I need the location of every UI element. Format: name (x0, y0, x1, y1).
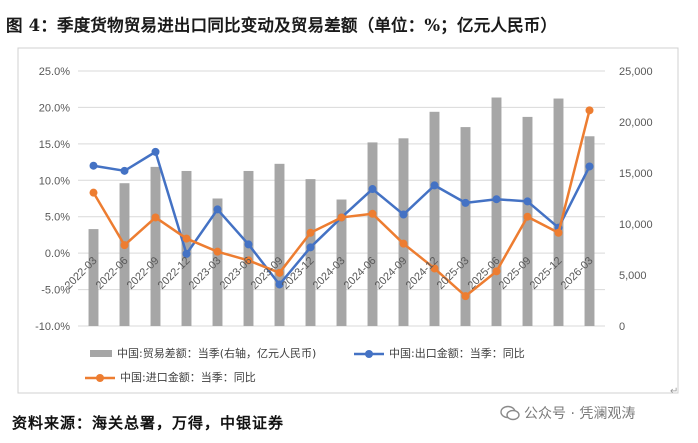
import-yoy-point (89, 188, 98, 197)
y-left-tick-label: 15.0% (39, 139, 70, 151)
bar-trade-balance (212, 198, 223, 326)
bar-trade-balance (150, 166, 161, 326)
y-left-tick-label: 20.0% (39, 102, 70, 114)
legend-marker-export (365, 350, 373, 358)
bar-trade-balance (181, 170, 192, 326)
bar-trade-balance (274, 163, 285, 326)
import-yoy-point (368, 209, 377, 218)
import-yoy-point (523, 212, 532, 221)
bar-trade-balance (336, 199, 347, 326)
export-yoy-point (523, 197, 532, 206)
bar-trade-balance (584, 136, 595, 326)
import-yoy-point (399, 239, 408, 248)
import-yoy-point (430, 264, 439, 273)
y-right-tick-label: 15,000 (619, 168, 653, 180)
bar-trade-balance (305, 179, 316, 326)
export-yoy-point (430, 181, 439, 190)
bar-trade-balance (398, 138, 409, 326)
import-yoy-point (151, 213, 160, 222)
bar-trade-balance (88, 229, 99, 326)
paragraph-mark-icon: ↵ (670, 386, 679, 397)
y-right-tick-label: 5,000 (619, 270, 647, 282)
import-yoy-point (275, 268, 284, 277)
source-note: 资料来源：海关总署，万得，中银证券 (12, 414, 285, 432)
import-yoy-point (120, 241, 129, 250)
import-yoy-point (492, 267, 501, 276)
y-right-tick-label: 0 (619, 321, 625, 333)
bar-trade-balance (429, 111, 440, 326)
import-yoy-point (182, 234, 191, 243)
y-left-tick-label: 25.0% (39, 66, 70, 78)
export-yoy-point (368, 185, 377, 194)
bar-trade-balance (522, 116, 533, 327)
import-yoy-point (337, 213, 346, 222)
watermark-text: 公众号 · 凭澜观涛 (524, 406, 636, 422)
export-yoy-point (461, 198, 470, 207)
legend-label-trade-balance: 中国:贸易差额：当季(右轴，亿元人民币) (117, 346, 316, 360)
y-right-tick-label: 10,000 (619, 219, 653, 231)
export-yoy-point (585, 162, 594, 171)
export-yoy-point (182, 249, 191, 258)
import-yoy-point (461, 292, 470, 301)
watermark: 公众号 · 凭澜观涛 (500, 403, 635, 423)
bar-trade-balance (491, 97, 502, 327)
y-left-tick-label: 0.0% (45, 248, 70, 260)
y-right-tick-label: 20,000 (619, 117, 653, 129)
export-yoy-point (120, 166, 129, 175)
export-yoy-point (492, 195, 501, 204)
export-yoy-point (399, 210, 408, 219)
y-right-tick-label: 25,000 (619, 66, 653, 78)
import-yoy-point (554, 228, 563, 237)
bar-trade-balance (243, 170, 254, 326)
export-yoy-point (213, 205, 222, 214)
export-yoy-point (244, 240, 253, 249)
chart-title: 图 4：季度货物贸易进出口同比变动及贸易差额（单位：%；亿元人民币） (6, 16, 558, 35)
wechat-icon (500, 405, 520, 421)
export-yoy-point (275, 280, 284, 289)
bar-trade-balance (553, 98, 564, 326)
legend-label-export: 中国:出口金额：当季：同比 (389, 346, 525, 360)
export-yoy-point (89, 161, 98, 170)
export-yoy-point (306, 243, 315, 252)
legend-marker-import (96, 374, 104, 382)
chart-frame (17, 47, 679, 394)
y-left-tick-label: -10.0% (35, 321, 70, 333)
legend-swatch-bar (90, 350, 112, 357)
import-yoy-point (213, 247, 222, 256)
y-left-tick-label: 5.0% (45, 212, 70, 224)
legend-label-import: 中国:进口金额：当季：同比 (120, 370, 256, 384)
bar-trade-balance (367, 142, 378, 326)
import-yoy-point (585, 106, 594, 115)
import-yoy-point (306, 228, 315, 237)
import-yoy-point (244, 256, 253, 265)
y-left-tick-label: 10.0% (39, 175, 70, 187)
bar-trade-balance (460, 127, 471, 326)
y-left-tick-label: -5.0% (41, 285, 70, 297)
export-yoy-point (151, 147, 160, 156)
bar-trade-balance (119, 183, 130, 326)
